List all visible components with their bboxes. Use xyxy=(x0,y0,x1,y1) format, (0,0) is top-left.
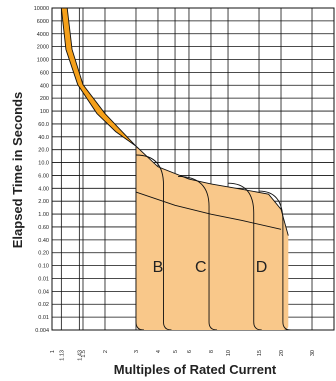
x-axis-label: Multiples of Rated Current xyxy=(114,362,277,377)
band-boundary-curve xyxy=(135,154,172,331)
y-tick-label: 400 xyxy=(40,83,49,89)
x-tick-label: 1.5 xyxy=(81,350,87,358)
trip-bands xyxy=(60,7,289,330)
y-tick-label: 1.00 xyxy=(38,212,49,218)
x-tick-label: 20 xyxy=(279,350,285,356)
trip-curves xyxy=(135,145,291,331)
band-boundary-curve xyxy=(259,190,291,331)
y-tick-label: 2000 xyxy=(37,45,49,51)
y-tick-label: 4.00 xyxy=(38,186,49,192)
y-tick-label: 40.0 xyxy=(38,135,49,141)
y-tick-label: 1000 xyxy=(37,58,49,64)
y-tick-label: 600 xyxy=(40,70,49,76)
x-tick-label: 1 xyxy=(50,350,56,353)
x-tick-label: 6 xyxy=(187,350,193,353)
x-tick-label: 8 xyxy=(209,350,215,353)
y-tick-label: 60.0 xyxy=(38,122,49,128)
x-tick-label: 1.43 xyxy=(77,350,83,361)
x-tick-label: 5 xyxy=(173,350,179,353)
region-label-c: C xyxy=(195,259,207,276)
band-boundary-curve xyxy=(228,182,262,331)
y-tick-label: 6.00 xyxy=(38,173,49,179)
band-boundary-curve xyxy=(178,175,218,331)
x-tick-label: 30 xyxy=(310,350,316,356)
region-labels: B C D xyxy=(153,259,268,276)
y-tick-label: 0.01 xyxy=(38,315,49,321)
y-tick-label: 0.60 xyxy=(38,225,49,231)
y-tick-labels: 10000 6000 4000 2000 1000 600 400 200 100 60.0 40.… xyxy=(34,6,49,334)
region-label-b: B xyxy=(153,259,164,276)
y-tick-label: 0.10 xyxy=(38,264,49,270)
x-tick-label: 15 xyxy=(257,350,263,356)
x-tick-label: 10 xyxy=(226,350,232,356)
y-tick-label: 0.02 xyxy=(38,302,49,308)
y-tick-label: 0.004 xyxy=(35,328,49,334)
y-tick-label: 4000 xyxy=(37,32,49,38)
y-tick-label: 20.0 xyxy=(38,148,49,154)
thermal-trip-band xyxy=(60,7,137,147)
x-tick-label: 2 xyxy=(103,350,109,353)
y-axis-label: Elapsed Time in Seconds xyxy=(10,92,25,249)
x-tick-labels: 1 1.13 1.431.5 2 3 4 5 6 8 10 15 20 30 xyxy=(50,350,316,361)
y-tick-label: 2.00 xyxy=(38,199,49,205)
magnetic-trip-band xyxy=(135,146,289,330)
y-tick-label: 10000 xyxy=(34,6,49,12)
magnetic-top-boundary xyxy=(135,145,289,236)
y-tick-label: 0.01 xyxy=(38,276,49,282)
lower-trip-line xyxy=(135,191,282,230)
band-left-boundary xyxy=(135,146,144,331)
y-tick-label: 200 xyxy=(40,96,49,102)
y-tick-label: 0.04 xyxy=(38,289,49,295)
y-tick-label: 100 xyxy=(40,109,49,115)
x-tick-label: 4 xyxy=(156,350,162,353)
region-label-d: D xyxy=(256,259,268,276)
y-tick-label: 0.40 xyxy=(38,238,49,244)
y-tick-label: 0.20 xyxy=(38,251,49,257)
y-tick-label: 10.0 xyxy=(38,161,49,167)
x-tick-label: 1.13 xyxy=(59,350,65,361)
x-tick-label: 3 xyxy=(134,350,140,353)
y-tick-label: 6000 xyxy=(37,19,49,25)
